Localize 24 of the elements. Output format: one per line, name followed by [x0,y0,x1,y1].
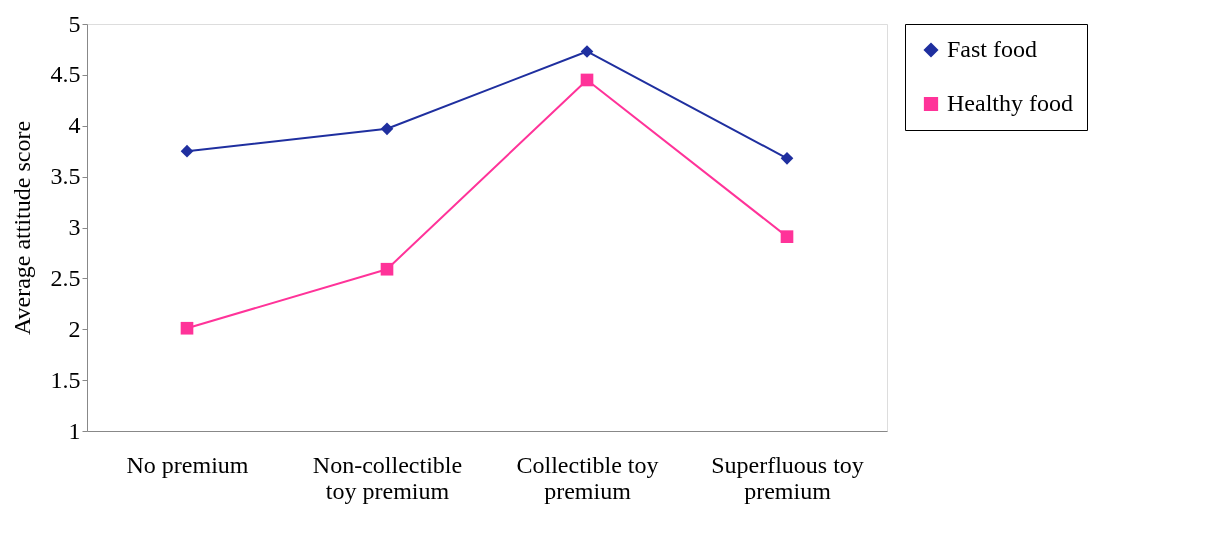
y-tick-label: 4 [68,112,81,139]
point [380,262,394,276]
y-tick-label: 4.5 [50,61,81,88]
x-tick-label: Non-collectible toy premium [312,451,463,504]
point [580,45,594,58]
y-tick-label: 5 [68,10,81,37]
x-tick-label: No premium [126,451,249,478]
point [180,321,194,335]
point [580,73,594,87]
x-tick-label: Superfluous toy premium [711,451,864,504]
x-tick-label: Collectible toy premium [516,451,659,504]
point [780,230,794,243]
point [180,144,194,158]
legend-label: Healthy food [947,90,1073,116]
point [780,151,794,165]
point [380,122,394,136]
y-tick-label: 3.5 [50,163,81,190]
y-tick-label: 1.5 [50,366,81,393]
legend-label: Fast food [947,36,1037,62]
y-tick-label: 2.5 [50,264,81,291]
y-axis-title: Average attitude score [8,120,35,336]
y-tick-label: 3 [68,214,81,240]
y-tick-label: 1 [68,417,81,444]
y-tick-label: 2 [68,315,81,342]
